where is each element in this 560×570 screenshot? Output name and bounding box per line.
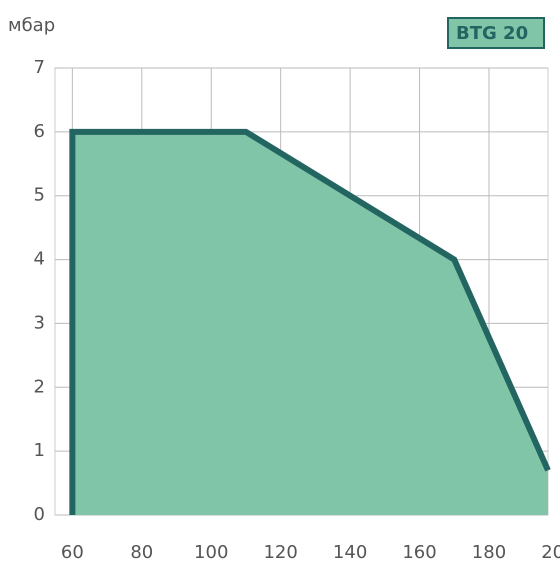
area-line [69, 128, 551, 515]
y-tick-label: 2 [34, 376, 45, 397]
x-tick-label: 200 [541, 542, 560, 563]
x-tick-label: 60 [61, 542, 84, 563]
x-tick-label: 80 [130, 542, 153, 563]
x-tick-label: 100 [194, 542, 228, 563]
y-tick-label: 4 [34, 249, 45, 270]
x-tick-label: 140 [333, 542, 367, 563]
legend-swatch [447, 17, 545, 49]
y-tick-label: 5 [34, 185, 45, 206]
x-tick-label: 180 [472, 542, 506, 563]
y-tick-label: 6 [34, 121, 45, 142]
y-tick-label: 0 [34, 504, 45, 525]
y-axis-label: мбар [8, 15, 55, 36]
y-tick-label: 7 [34, 57, 45, 78]
x-tick-label: 120 [263, 542, 297, 563]
y-tick-label: 1 [34, 440, 45, 461]
x-tick-label: 160 [402, 542, 436, 563]
y-tick-label: 3 [34, 312, 45, 333]
legend-label: BTG 20 [456, 23, 528, 44]
area-fill [72, 131, 548, 515]
